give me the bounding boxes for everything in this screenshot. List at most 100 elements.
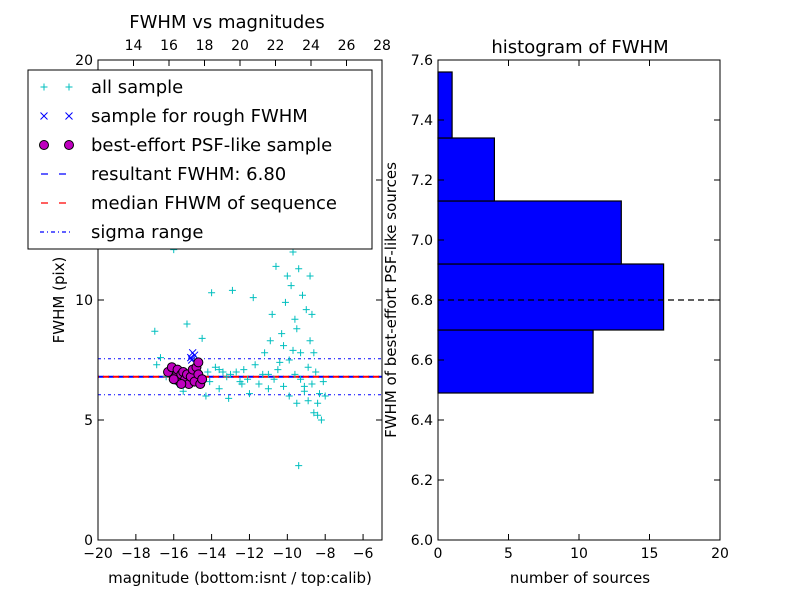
all-sample-point [302,306,310,314]
all-sample-point [289,248,297,256]
all-sample-point [285,392,293,400]
all-sample-point [312,368,320,376]
all-sample-point [298,291,306,299]
all-sample-point [304,397,312,405]
all-sample-point [314,411,322,419]
left-plot-area [98,224,382,470]
all-sample-point [283,272,291,280]
legend-entry: resultant FWHM: 6.80 [40,164,286,185]
all-sample-point [266,337,274,345]
left-x-tick-label: −14 [197,546,227,562]
all-sample-point [270,375,278,383]
rough-sample-point [190,351,199,360]
legend-x-marker [65,112,73,120]
legend-x-marker [40,112,48,120]
all-sample-point [321,392,329,400]
left-top-tick-label: 22 [267,38,285,54]
all-sample-point [295,462,303,470]
legend-entry: all sample [40,77,183,98]
fwhm-vs-magnitude-panel: FWHM vs magnitudes −20 −18 −16 −14 −12 −10 −8 −… [27,12,391,587]
right-y-tick-label: 7.0 [411,233,433,249]
all-sample-point [264,385,272,393]
left-y-axis-label: FWHM (pix) [50,257,68,344]
all-sample-point [206,378,214,386]
legend-plus-marker [65,83,73,91]
all-sample-point [153,361,161,369]
all-sample-point [245,390,253,398]
all-sample-point [280,342,288,350]
psf-like-sample-point [197,374,208,385]
left-x-tick-label: −6 [353,546,374,562]
psf-like-sample-point [168,374,179,385]
all-sample-point [276,358,284,366]
histogram-bar [437,263,665,331]
all-sample-point [215,385,223,393]
right-y-tick-label: 6.8 [411,293,433,309]
all-sample-point [228,286,236,294]
right-plot-area [437,71,720,480]
left-top-tick-label: 28 [373,38,391,54]
left-y-tick-label: 5 [84,413,93,429]
left-top-tick-label: 14 [125,38,143,54]
all-sample-point [280,382,288,390]
legend-plus-marker [40,83,48,91]
all-sample-point [204,368,212,376]
left-top-tick-label: 24 [302,38,320,54]
left-top-tick-label: 20 [231,38,249,54]
left-x-tick-label: −20 [83,546,113,562]
legend-entries: all sample sample for rough FWHM best-effo… [39,77,337,243]
psf-like-sample-point [193,357,204,368]
all-sample-point [308,380,316,388]
all-sample-point [251,361,259,369]
all-sample-point [268,310,276,318]
all-sample-point [198,334,206,342]
right-axes: 0 5 10 15 20 6.0 6.2 6.4 6.6 6.8 7.0 7.2 7.4 7.6 [411,53,729,562]
legend-circle-marker [64,140,74,150]
histogram-bar [437,329,594,394]
left-x-tick-label: −8 [315,546,336,562]
all-sample-point [272,262,280,270]
right-y-axis-label: FWHM of best-effort PSF-like sources [382,162,400,438]
all-sample-point [274,366,282,374]
all-sample-point [179,387,187,395]
all-sample-point [295,265,303,273]
all-sample-point [238,380,246,388]
legend-entry-label: sigma range [91,222,203,243]
all-sample-point [202,392,210,400]
all-sample-point [291,370,299,378]
all-sample-point [278,330,286,338]
all-sample-point [310,409,318,417]
rough-sample-point [186,353,195,362]
all-sample-point [255,380,263,388]
right-y-tick-label: 6.6 [411,353,433,369]
right-x-tick-label: 20 [711,546,729,562]
left-x-tick-label: −16 [159,546,189,562]
all-sample-point [244,375,252,383]
all-sample-point [300,382,308,390]
histogram-bar [437,71,453,139]
all-sample-point [310,349,318,357]
left-y-tick-label: 0 [84,533,93,549]
all-sample-point [151,327,159,335]
all-sample-point [183,320,191,328]
all-sample-point [319,378,327,386]
right-y-tick-label: 7.2 [411,173,433,189]
all-sample-point [208,289,216,297]
all-sample-point [297,349,305,357]
legend-entry: sigma range [40,222,203,243]
all-sample-point [304,363,312,371]
left-y-tick-label: 10 [75,293,93,309]
all-sample-point [316,390,324,398]
right-y-tick-label: 6.0 [411,533,433,549]
all-sample-point [223,373,231,381]
right-x-tick-label: 0 [434,546,443,562]
all-sample-point [211,363,219,371]
all-sample-point [281,298,289,306]
right-y-tick-label: 6.2 [411,473,433,489]
left-x-tick-label: −18 [121,546,151,562]
left-top-tick-label: 18 [196,38,214,54]
left-chart-title: FWHM vs magnitudes [129,12,324,33]
right-y-tick-label: 7.4 [411,113,433,129]
all-sample-point [264,370,272,378]
